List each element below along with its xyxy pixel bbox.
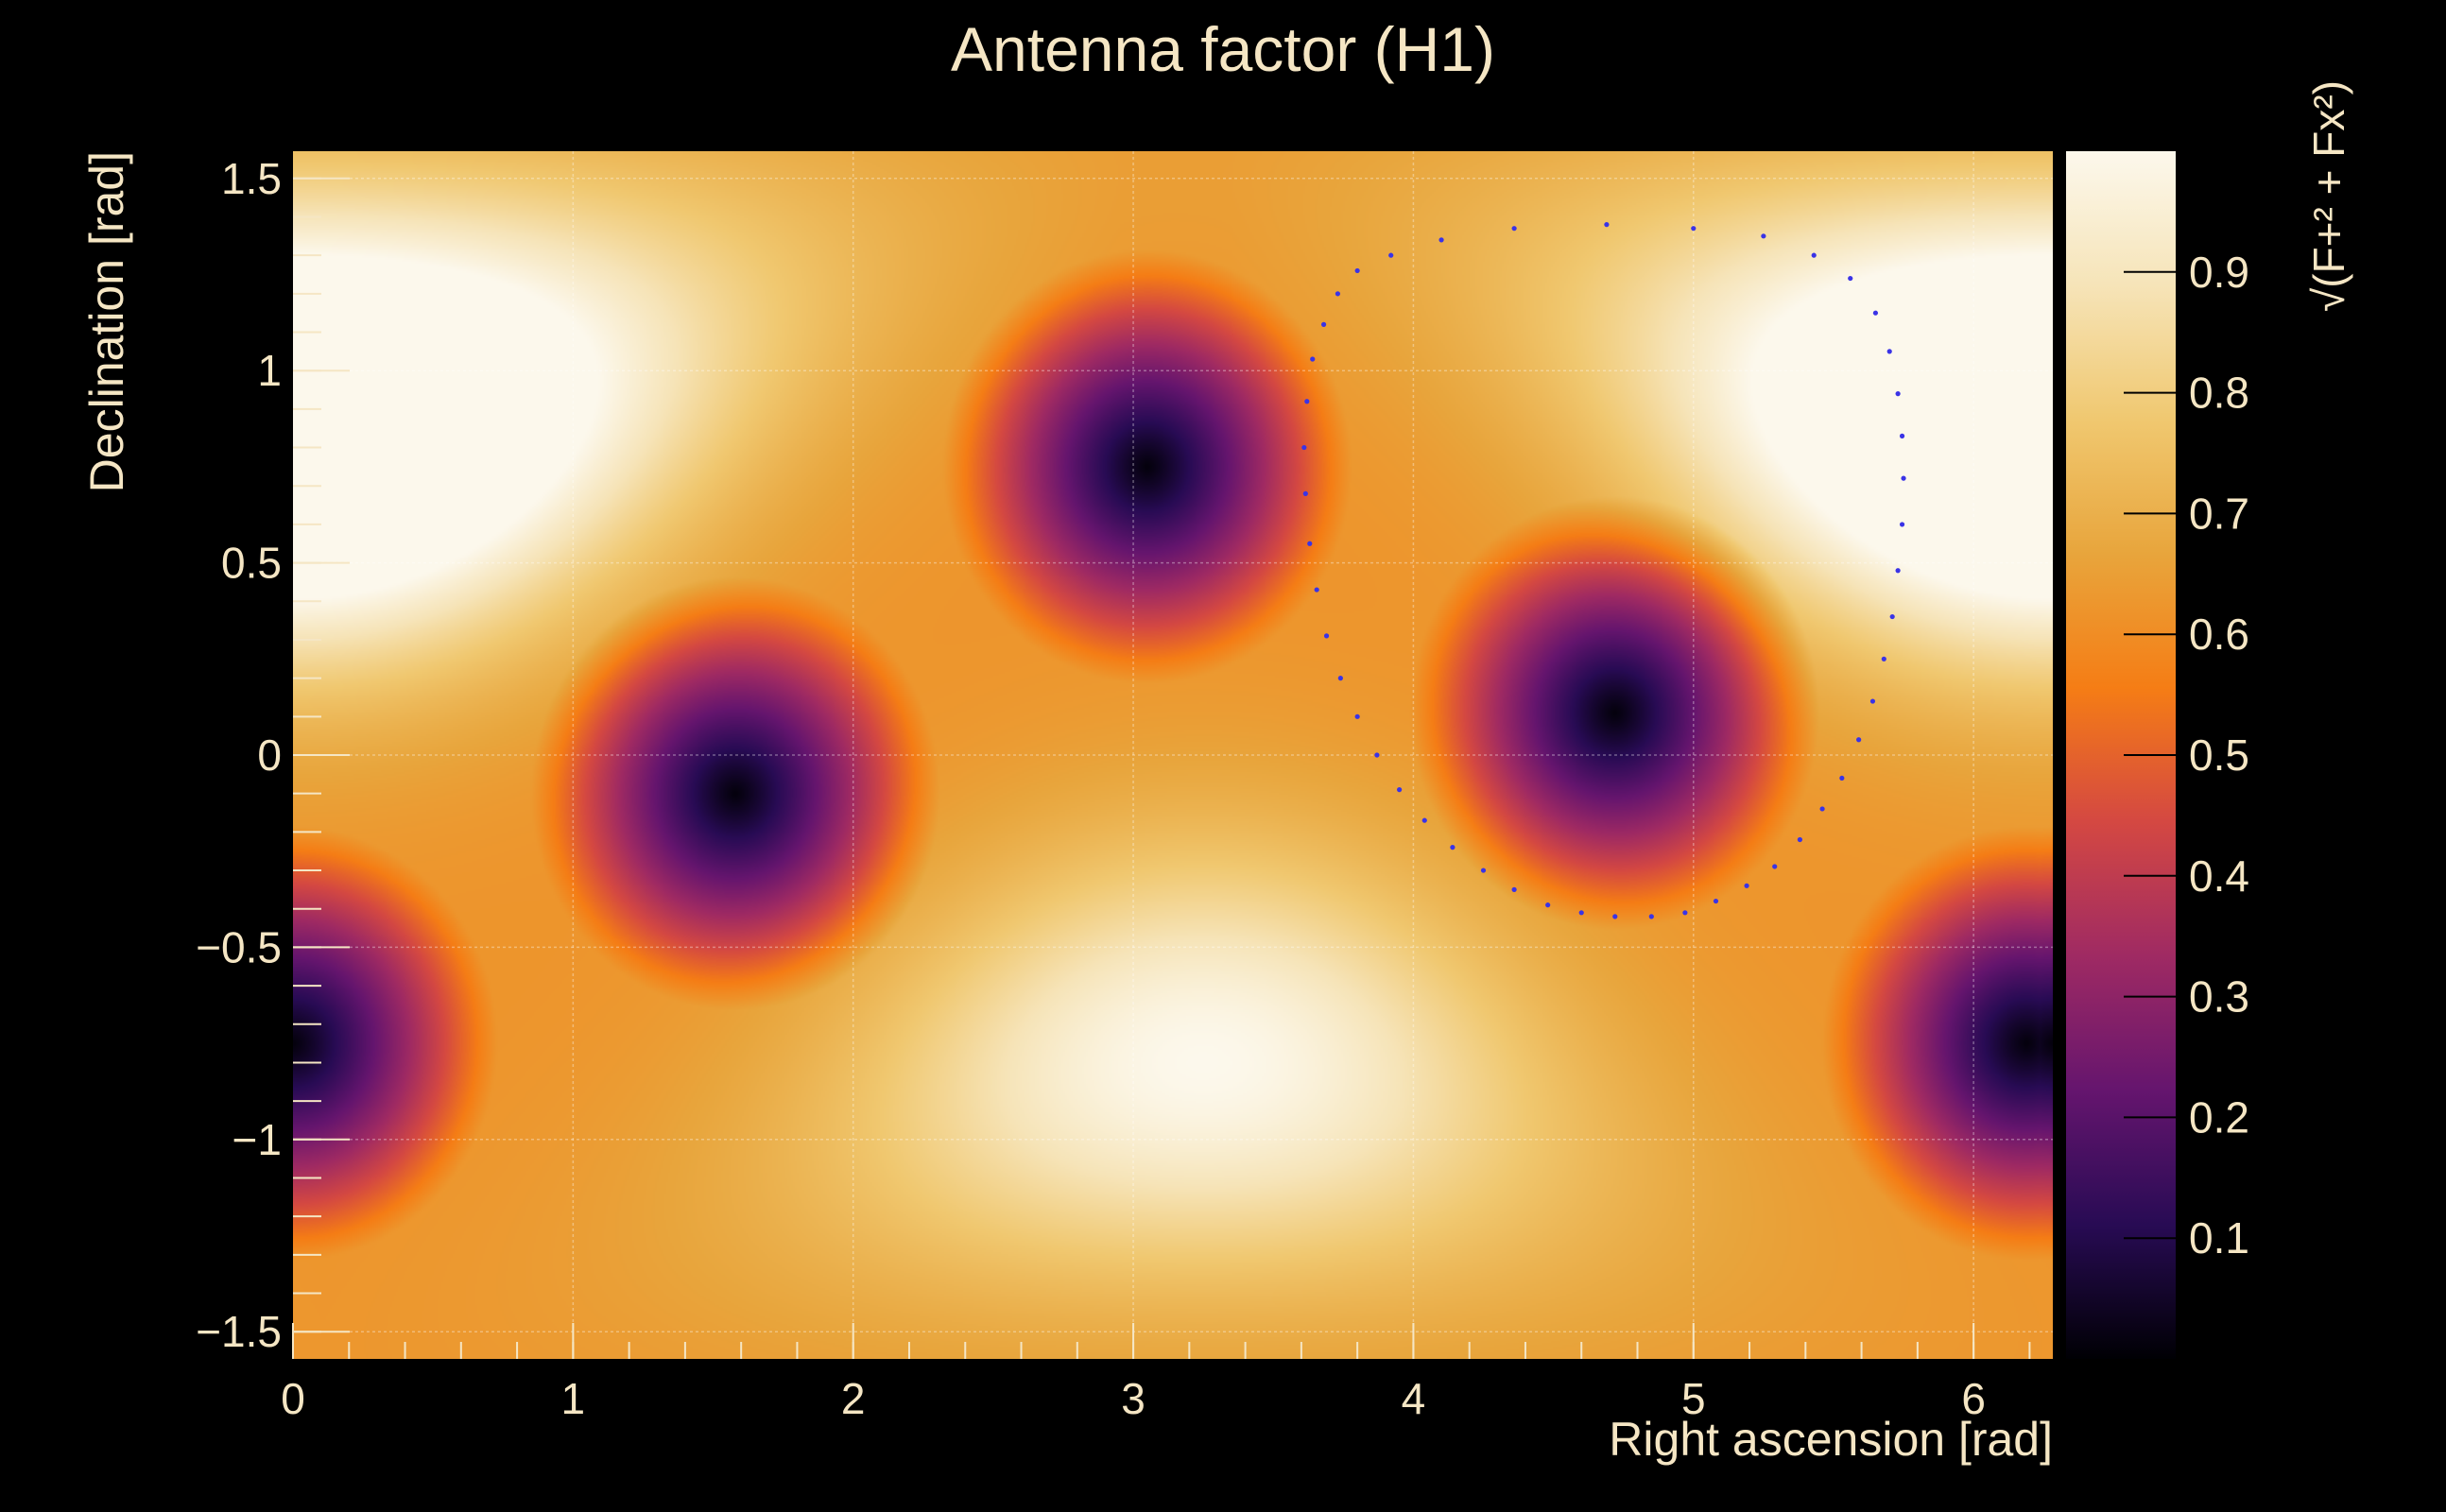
overlay-point	[1869, 698, 1876, 704]
x-tick-label: 1	[561, 1374, 586, 1423]
overlay-point	[1304, 399, 1310, 404]
x-tick-label: 3	[1121, 1374, 1145, 1423]
overlay-point	[1612, 914, 1618, 919]
overlay-point	[1307, 541, 1313, 546]
overlay-point	[1314, 587, 1319, 593]
axes: 0 1 2 3 4 5 6 1.5 1 0.5 0 −0.5 −1 −1.5	[196, 154, 2031, 1423]
overlay-point	[1337, 676, 1343, 681]
x-axis-title: Right ascension [rad]	[1609, 1413, 2053, 1466]
overlay-point	[1772, 864, 1778, 869]
colorbar-title: √(F+² + Fx²)	[2304, 80, 2353, 312]
heatmap-canvas	[293, 151, 2053, 1359]
x-tick-label: 4	[1402, 1374, 1426, 1423]
overlay-point	[1310, 356, 1316, 362]
overlay-point	[1691, 226, 1697, 232]
colorbar-tick-label: 0.5	[2189, 730, 2249, 780]
overlay-point	[1511, 226, 1517, 232]
overlay-point	[1761, 233, 1766, 239]
chart-title: Antenna factor (H1)	[951, 14, 1495, 84]
colorbar-tick-label: 0.6	[2189, 610, 2249, 659]
y-tick-label: −1.5	[196, 1307, 282, 1356]
overlay-point	[1744, 883, 1749, 888]
colorbar-tick-label: 0.7	[2189, 489, 2249, 538]
overlay-point	[1872, 310, 1879, 316]
overlay-point	[1323, 633, 1330, 639]
colorbar-tick-label: 0.8	[2189, 369, 2249, 418]
overlay-point	[1421, 817, 1427, 823]
overlay-point	[1819, 806, 1825, 812]
colorbar: 0.9 0.8 0.7 0.6 0.5 0.4 0.3 0.2 0.1 √(F+² + Fx²)	[2066, 80, 2353, 1359]
colorbar-ticks: 0.9 0.8 0.7 0.6 0.5 0.4 0.3 0.2 0.1	[2124, 248, 2249, 1263]
overlay-point	[1797, 836, 1802, 843]
overlay-point	[1335, 291, 1341, 297]
overlay-point	[1604, 222, 1610, 228]
x-tick-label: 0	[281, 1374, 305, 1423]
overlay-point	[1578, 910, 1584, 916]
overlay-point	[1374, 752, 1380, 758]
overlay-point	[1713, 898, 1719, 904]
overlay-point	[1388, 252, 1394, 258]
overlay-point	[1397, 787, 1403, 793]
overlay-point	[1886, 349, 1892, 354]
overlay-point	[1545, 902, 1551, 908]
overlay-point	[1881, 656, 1886, 662]
overlay-point	[1848, 275, 1853, 282]
colorbar-tick-label: 0.3	[2189, 972, 2249, 1022]
overlay-point	[1354, 713, 1360, 719]
overlay-point	[1301, 444, 1307, 451]
overlay-point	[1648, 914, 1654, 919]
overlay-point	[1895, 391, 1901, 397]
overlay-point	[1302, 490, 1308, 496]
overlay-point	[1856, 737, 1862, 743]
overlay-point	[1682, 910, 1688, 916]
y-tick-label: 1	[257, 346, 282, 395]
y-tick-label: 0.5	[221, 539, 282, 588]
y-tick-label: −1	[233, 1115, 282, 1164]
overlay-point	[1511, 886, 1517, 892]
y-tick-label: 1.5	[221, 154, 282, 203]
overlay-point	[1438, 237, 1444, 243]
overlay-point	[1480, 868, 1487, 873]
y-tick-label: 0	[257, 730, 282, 780]
overlay-series	[1301, 222, 1906, 919]
overlay-point	[1899, 433, 1905, 438]
y-axis-title: Declination [rad]	[80, 151, 133, 492]
overlay-point	[1450, 845, 1456, 850]
colorbar-tick-label: 0.2	[2189, 1092, 2249, 1142]
x-tick-label: 6	[1961, 1374, 1986, 1423]
grid	[293, 151, 2053, 1359]
overlay-point	[1889, 613, 1895, 620]
overlay-point	[1839, 775, 1845, 782]
colorbar-tick-label: 0.4	[2189, 851, 2249, 901]
colorbar-tick-label: 0.9	[2189, 248, 2249, 297]
overlay-point	[1899, 522, 1905, 527]
overlay-point	[1811, 252, 1817, 258]
x-tick-label: 5	[1681, 1374, 1706, 1423]
overlay-point	[1320, 321, 1327, 327]
overlay-point	[1354, 267, 1360, 274]
overlay-point	[1901, 475, 1906, 481]
overlay-point	[1895, 568, 1901, 574]
y-tick-label: −0.5	[196, 922, 282, 971]
colorbar-tick-label: 0.1	[2189, 1213, 2249, 1263]
heatmap-area	[293, 151, 2053, 1359]
x-tick-label: 2	[841, 1374, 866, 1423]
